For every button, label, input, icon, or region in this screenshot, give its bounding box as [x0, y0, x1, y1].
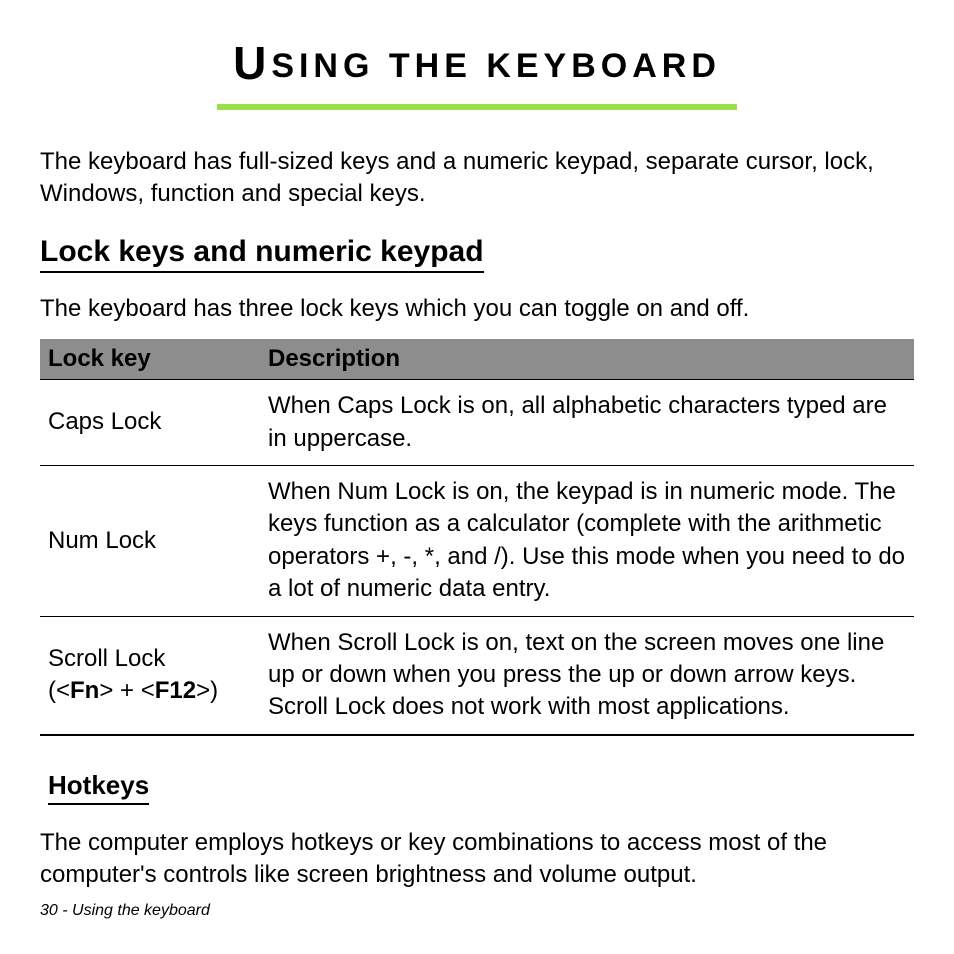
- table-header-desc: Description: [260, 339, 914, 380]
- section-hotkeys: Hotkeys The computer employs hotkeys or …: [40, 736, 914, 892]
- section-para-lock-keys: The keyboard has three lock keys which y…: [40, 293, 914, 325]
- table-row: Caps Lock When Caps Lock is on, all alph…: [40, 380, 914, 466]
- title-first-letter: U: [233, 37, 271, 89]
- cell-key: Num Lock: [40, 465, 260, 616]
- title-rest: SING THE KEYBOARD: [271, 47, 721, 85]
- cell-desc: When Scroll Lock is on, text on the scre…: [260, 616, 914, 735]
- section-lock-keys: Lock keys and numeric keypad The keyboar…: [40, 235, 914, 736]
- cell-desc: When Num Lock is on, the keypad is in nu…: [260, 465, 914, 616]
- table-row: Num Lock When Num Lock is on, the keypad…: [40, 465, 914, 616]
- lock-keys-table: Lock key Description Caps Lock When Caps…: [40, 339, 914, 736]
- title-underline: [217, 104, 737, 110]
- section-heading-lock-keys: Lock keys and numeric keypad: [40, 235, 484, 273]
- page-footer: 30 - Using the keyboard: [40, 902, 210, 920]
- page-title: USING THE KEYBOARD: [233, 36, 721, 100]
- table-header-key: Lock key: [40, 339, 260, 380]
- cell-key: Scroll Lock(<Fn> + <F12>): [40, 616, 260, 735]
- section-para-hotkeys: The computer employs hotkeys or key comb…: [40, 827, 914, 892]
- page-title-wrap: USING THE KEYBOARD: [40, 36, 914, 110]
- intro-paragraph: The keyboard has full-sized keys and a n…: [40, 146, 914, 211]
- section-heading-hotkeys: Hotkeys: [48, 770, 149, 805]
- cell-desc: When Caps Lock is on, all alphabetic cha…: [260, 380, 914, 466]
- table-header-row: Lock key Description: [40, 339, 914, 380]
- table-row: Scroll Lock(<Fn> + <F12>) When Scroll Lo…: [40, 616, 914, 735]
- page: USING THE KEYBOARD The keyboard has full…: [0, 0, 954, 954]
- cell-key: Caps Lock: [40, 380, 260, 466]
